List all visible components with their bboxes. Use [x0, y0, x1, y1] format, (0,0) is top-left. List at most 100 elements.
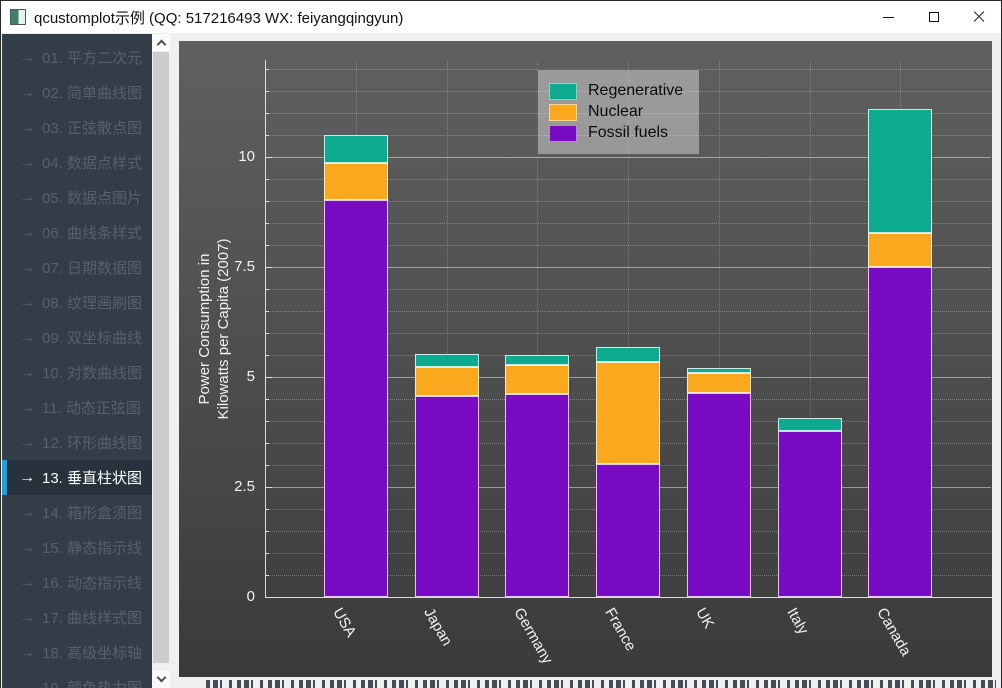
arrow-icon: →: [19, 643, 35, 661]
arrow-icon: →: [19, 83, 35, 101]
scrollbar-down-button[interactable]: [152, 671, 170, 688]
gridline-minor: [265, 288, 991, 290]
arrow-icon: →: [19, 363, 35, 381]
x-axis-line: [265, 597, 992, 598]
maximize-button[interactable]: [911, 1, 956, 33]
bar-segment-fossil-fuels: [868, 266, 933, 597]
x-tick-label: USA: [329, 605, 360, 641]
legend-entry: Fossil fuels: [549, 124, 683, 142]
sidebar-item-label: 14. 箱形盒须图: [42, 505, 143, 522]
y-axis-tick: [266, 486, 272, 488]
sidebar-scrollbar[interactable]: [152, 34, 170, 688]
y-axis-tick: [266, 442, 269, 444]
arrow-icon: →: [19, 608, 35, 626]
sidebar-item-label: 09. 双坐标曲线: [42, 330, 143, 347]
sidebar-item[interactable]: → 11. 动态正弦图: [2, 390, 152, 425]
y-axis-tick: [266, 68, 269, 70]
sidebar-item[interactable]: → 12. 环形曲线图: [2, 425, 152, 460]
sidebar-item[interactable]: → 04. 数据点样式: [2, 145, 152, 180]
x-tick-label: UK: [692, 605, 718, 632]
sidebar-item[interactable]: → 08. 纹理画刷图: [2, 285, 152, 320]
clipped-text-strip: [206, 680, 996, 688]
y-axis-tick: [266, 332, 269, 334]
y-axis-tick: [266, 508, 269, 510]
sidebar-item[interactable]: → 18. 高级坐标轴: [2, 635, 152, 670]
gridline-minor: [265, 310, 991, 312]
close-button[interactable]: [956, 1, 1001, 33]
y-tick-label: 7.5: [234, 257, 255, 275]
sidebar-item-label: 03. 正弦散点图: [42, 120, 143, 137]
content-area: → 01. 平方二次元 → 02. 简单曲线图 → 03. 正弦散点图 → 04. 数据点样式…: [2, 34, 1000, 688]
x-tick-label: Italy: [782, 605, 812, 638]
sidebar-item[interactable]: → 01. 平方二次元: [2, 40, 152, 75]
y-tick-label: 2.5: [234, 477, 255, 495]
sidebar-item[interactable]: → 17. 曲线样式图: [2, 600, 152, 635]
bar-segment-regenerative: [777, 417, 842, 431]
sidebar-item[interactable]: → 07. 日期数据图: [2, 250, 152, 285]
bar-segment-nuclear: [414, 366, 479, 396]
x-tick-label: Canada: [873, 605, 915, 660]
scrollbar-track[interactable]: [152, 51, 170, 671]
sidebar-item[interactable]: → 06. 曲线条样式: [2, 215, 152, 250]
gridline-minor: [265, 222, 991, 224]
bar-segment-regenerative: [686, 368, 751, 373]
legend-label: Regenerative: [588, 82, 684, 99]
y-axis-tick: [266, 244, 269, 246]
sidebar-demo-list: → 01. 平方二次元 → 02. 简单曲线图 → 03. 正弦散点图 → 04. 数据点样式…: [2, 34, 152, 688]
bar-segment-regenerative: [323, 134, 388, 163]
sidebar-item-label: 13. 垂直柱状图: [42, 470, 143, 487]
y-axis-tick: [266, 266, 272, 268]
sidebar-item[interactable]: → 16. 动态指示线: [2, 565, 152, 600]
y-axis-tick: [266, 134, 269, 136]
scrollbar-thumb[interactable]: [153, 52, 169, 663]
sidebar-item[interactable]: → 09. 双坐标曲线: [2, 320, 152, 355]
y-axis-title: Power Consumption in Kilowatts per Capit…: [195, 169, 235, 489]
y-axis-tick: [266, 574, 269, 576]
y-axis-tick: [266, 310, 269, 312]
scrollbar-up-button[interactable]: [152, 34, 170, 51]
y-axis-tick: [266, 530, 269, 532]
chevron-down-icon: [156, 672, 166, 683]
gridline-vertical: [537, 60, 539, 597]
bar-segment-nuclear: [505, 364, 570, 394]
gridline-minor: [265, 134, 991, 136]
arrow-icon: →: [19, 118, 35, 136]
arrow-icon: →: [19, 188, 35, 206]
gridline-minor: [265, 112, 991, 114]
minimize-button[interactable]: [866, 1, 911, 33]
bar-segment-nuclear: [596, 361, 660, 465]
sidebar-item-label: 16. 动态指示线: [42, 575, 143, 592]
legend-swatch-nuclear: [549, 103, 577, 121]
bar-segment-nuclear: [686, 372, 751, 394]
sidebar-item-label: 18. 高级坐标轴: [42, 645, 143, 662]
gridline-vertical: [718, 60, 720, 597]
arrow-icon: →: [19, 328, 35, 346]
y-axis-tick: [266, 200, 269, 202]
bar-segment-fossil-fuels: [596, 464, 660, 597]
sidebar-item[interactable]: → 02. 简单曲线图: [2, 75, 152, 110]
chart-legend: Regenerative Nuclear Fossil fuels: [537, 69, 701, 155]
y-axis-line: [265, 60, 266, 597]
sidebar-item[interactable]: → 13. 垂直柱状图: [2, 460, 152, 495]
window-title: qcustomplot示例 (QQ: 517216493 WX: feiyang…: [34, 9, 404, 27]
sidebar-item[interactable]: → 14. 箱形盒须图: [2, 495, 152, 530]
sidebar-item[interactable]: → 03. 正弦散点图: [2, 110, 152, 145]
sidebar-item[interactable]: → 15. 静态指示线: [2, 530, 152, 565]
y-axis-tick: [266, 112, 269, 114]
bar-segment-regenerative: [868, 109, 933, 233]
y-axis-tick: [266, 354, 269, 356]
sidebar-item[interactable]: → 05. 数据点图片: [2, 180, 152, 215]
sidebar-item[interactable]: → 10. 对数曲线图: [2, 355, 152, 390]
arrow-icon: →: [19, 433, 35, 451]
gridline-minor: [265, 178, 991, 180]
close-icon: [973, 11, 985, 23]
bar-segment-fossil-fuels: [686, 393, 751, 597]
sidebar-item[interactable]: → 19. 颜色热力图: [2, 670, 152, 688]
y-axis-tick: [266, 420, 269, 422]
sidebar-item-label: 15. 静态指示线: [42, 540, 143, 557]
arrow-icon: →: [19, 258, 35, 276]
y-axis-tick: [266, 376, 272, 378]
y-axis-tick: [266, 222, 269, 224]
sidebar-item-label: 12. 环形曲线图: [42, 435, 143, 452]
